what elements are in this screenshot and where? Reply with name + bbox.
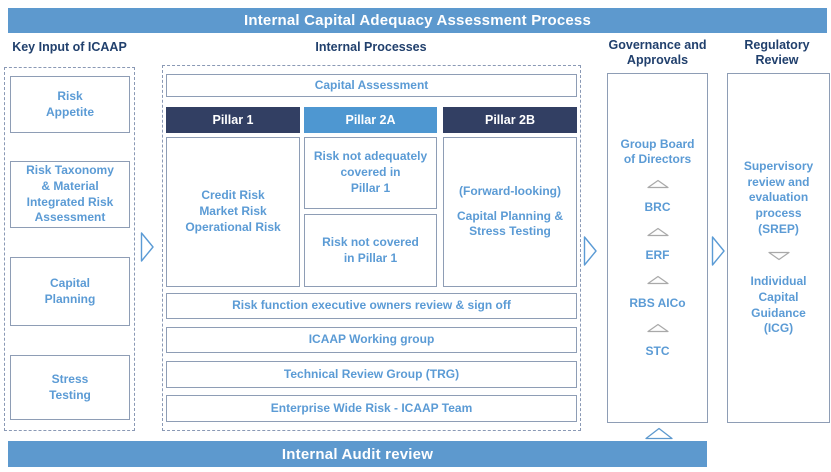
capital-assessment-box: Capital Assessment [166, 74, 577, 97]
risk-taxonomy-box: Risk Taxonomy & Material Integrated Risk… [10, 161, 130, 228]
pillar-2a-header: Pillar 2A [304, 107, 437, 133]
up-triangle-icon [646, 275, 669, 284]
risk-appetite-box: Risk Appetite [10, 76, 130, 133]
risk-function-signoff-row: Risk function executive owners review & … [166, 293, 577, 319]
up-triangle-icon [646, 180, 669, 189]
srep-label: Supervisory review and evaluation proces… [743, 158, 814, 237]
regulatory-header: Regulatory Review [744, 38, 810, 67]
stress-testing-box: Stress Testing [10, 355, 130, 420]
governance-box: Group Board of Directors BRC ERF RBS AIC… [607, 73, 708, 423]
enterprise-wide-risk-row: Enterprise Wide Risk - ICAAP Team [166, 395, 577, 422]
internal-processes-container [162, 65, 581, 431]
rbs-aico-label: RBS AICo [629, 295, 686, 310]
internal-audit-banner: Internal Audit review [8, 441, 707, 467]
pillar-2a-box-1: Risk not adequately covered in Pillar 1 [304, 137, 437, 209]
pillar-2b-header: Pillar 2B [443, 107, 577, 133]
icaap-working-group-row: ICAAP Working group [166, 327, 577, 353]
flow-arrow-icon [140, 232, 154, 262]
governance-header: Governance and Approvals [608, 38, 707, 67]
pillar-2a-box-2: Risk not covered in Pillar 1 [304, 214, 437, 287]
erf-label: ERF [645, 248, 670, 262]
pillar-1-content-box: Credit Risk Market Risk Operational Risk [166, 137, 300, 287]
stc-label: STC [645, 343, 670, 358]
internal-processes-header: Internal Processes [315, 40, 427, 54]
up-triangle-icon [645, 427, 673, 440]
key-input-container [4, 67, 135, 431]
down-triangle-icon [767, 251, 790, 261]
flow-arrow-icon [711, 236, 725, 266]
pillar-1-header: Pillar 1 [166, 107, 300, 133]
up-triangle-icon [646, 323, 669, 332]
flow-arrow-icon [583, 236, 597, 266]
brc-label: BRC [644, 200, 671, 215]
regulatory-box: Supervisory review and evaluation proces… [727, 73, 830, 423]
pillar-2b-forward-looking-label: (Forward-looking) [459, 183, 561, 198]
technical-review-group-row: Technical Review Group (TRG) [166, 361, 577, 388]
pillar-2b-content-box: (Forward-looking) Capital Planning & Str… [443, 137, 577, 287]
pillar-2b-capital-planning-label: Capital Planning & Stress Testing [456, 208, 563, 239]
capital-planning-box: Capital Planning [10, 257, 130, 326]
up-triangle-icon [646, 227, 669, 237]
group-board-label: Group Board of Directors [620, 136, 695, 167]
key-input-header: Key Input of ICAAP [12, 40, 127, 54]
title-banner: Internal Capital Adequacy Assessment Pro… [8, 8, 827, 33]
icg-label: Individual Capital Guidance (ICG) [750, 273, 807, 336]
